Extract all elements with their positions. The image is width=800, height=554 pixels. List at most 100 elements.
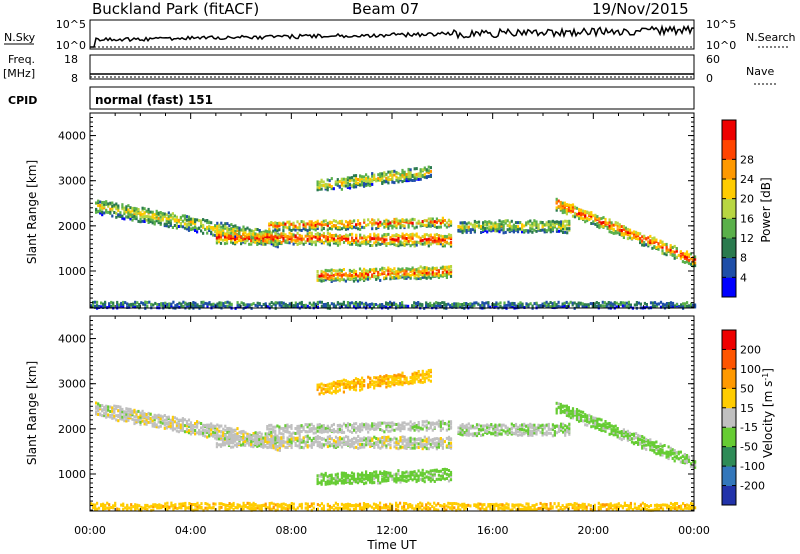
velocity-cell — [173, 420, 176, 424]
velocity-cell — [356, 475, 360, 479]
velocity-cell — [363, 442, 366, 446]
power-cell — [165, 224, 168, 228]
velocity-cell — [302, 446, 305, 450]
power-cell — [681, 260, 684, 264]
velocity-cell — [105, 409, 108, 413]
power-cell — [280, 241, 283, 244]
power-cell — [264, 242, 267, 246]
power-cell — [163, 212, 166, 216]
velocity-cell — [282, 435, 285, 439]
power-cell — [145, 218, 148, 222]
velocity-cell — [369, 424, 372, 428]
power-cell — [97, 199, 100, 203]
power-cell — [495, 303, 498, 306]
power-cell — [365, 179, 368, 183]
power-cell — [266, 305, 269, 309]
velocity-cell — [409, 379, 412, 383]
power-cell — [324, 182, 327, 186]
velocity-cell — [427, 439, 430, 442]
velocity-cell — [266, 435, 269, 439]
power-cell — [191, 219, 195, 223]
velocity-cell — [340, 382, 343, 386]
power-cell — [401, 273, 404, 277]
velocity-cell — [379, 481, 382, 485]
velocity-cell — [171, 422, 174, 426]
power-cell — [393, 234, 396, 238]
power-cell — [429, 304, 432, 307]
velocity-cell — [221, 434, 225, 438]
power-cell — [350, 273, 354, 277]
velocity-cell — [373, 481, 376, 485]
velocity-cell — [425, 423, 428, 427]
power-cell — [415, 301, 418, 305]
power-cell — [316, 300, 319, 304]
power-cell — [186, 303, 189, 307]
velocity-cell — [379, 470, 382, 474]
velocity-cell — [409, 376, 412, 380]
power-cell — [494, 221, 497, 225]
power-cell — [409, 173, 412, 177]
power-cell — [689, 252, 693, 256]
power-cell — [103, 211, 106, 215]
power-cell — [358, 267, 362, 271]
power-cell — [443, 219, 446, 222]
power-cell — [304, 305, 307, 309]
velocity-cell — [409, 420, 412, 424]
power-cell — [202, 231, 205, 235]
power-cell — [326, 183, 329, 187]
power-cell — [413, 273, 416, 277]
velocity-cell — [359, 446, 362, 450]
power-cell — [401, 301, 404, 305]
velocity-cell — [413, 371, 416, 375]
power-cell — [306, 232, 309, 236]
power-cell — [529, 227, 532, 231]
power-cell — [385, 301, 388, 305]
power-cell — [417, 241, 420, 244]
power-cell — [353, 225, 356, 229]
power-cell — [348, 186, 352, 190]
velocity-cell — [359, 388, 362, 392]
velocity-cell — [314, 431, 317, 435]
power-cell — [354, 272, 358, 276]
power-cell — [606, 221, 609, 225]
velocity-cell — [282, 444, 285, 448]
power-cell — [292, 238, 295, 242]
power-cell — [612, 231, 615, 235]
power-cell — [147, 210, 150, 214]
velocity-cell — [276, 448, 279, 452]
velocity-cell — [278, 436, 281, 440]
velocity-cell — [356, 379, 360, 383]
power-cell — [439, 274, 442, 278]
power-cell — [278, 240, 281, 243]
velocity-cell — [324, 482, 327, 486]
velocity-cell — [409, 470, 412, 474]
power-cell — [449, 220, 453, 224]
velocity-cell — [445, 472, 448, 476]
power-cell — [587, 303, 590, 307]
power-cell — [417, 277, 420, 280]
power-cell — [332, 273, 335, 277]
power-cell — [627, 302, 630, 306]
velocity-cell — [258, 431, 261, 435]
velocity-cell — [219, 434, 223, 438]
power-cell — [669, 244, 672, 248]
velocity-cell — [423, 424, 426, 428]
power-cell — [565, 305, 568, 309]
power-cell — [523, 229, 526, 233]
power-cell — [165, 217, 168, 221]
power-cell — [310, 225, 313, 229]
nave-label: Nave — [746, 65, 774, 78]
velocity-cell — [173, 427, 176, 431]
power-cell — [352, 304, 356, 308]
power-cell — [397, 304, 400, 308]
power-cell — [559, 305, 562, 309]
velocity-cell — [286, 436, 289, 440]
velocity-cell — [480, 433, 483, 437]
velocity-feature-5 — [457, 422, 571, 438]
velocity-cell — [411, 441, 414, 445]
power-cell — [441, 216, 444, 220]
power-cell — [328, 183, 331, 187]
power-cell — [230, 238, 233, 242]
power-cell — [415, 176, 418, 180]
power-cell — [178, 301, 181, 305]
